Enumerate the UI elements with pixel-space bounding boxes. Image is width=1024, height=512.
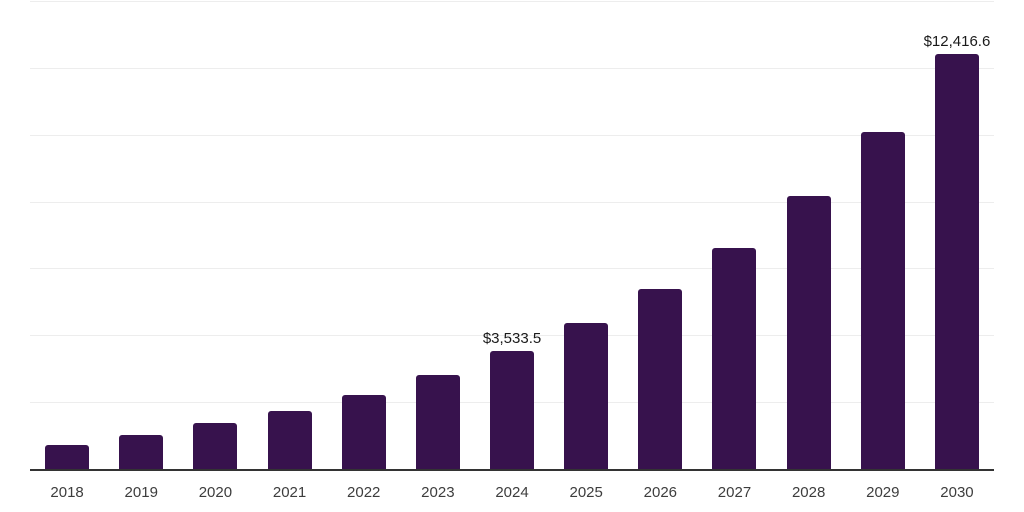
bar-slot-2021 <box>252 1 326 469</box>
bar-2019 <box>119 435 164 469</box>
bar-2026 <box>638 288 683 469</box>
bar-slot-2026 <box>623 1 697 469</box>
bar-slot-2022 <box>327 1 401 469</box>
gridline-10000 <box>30 134 994 136</box>
x-tick-label-2023: 2023 <box>421 484 455 501</box>
bar-2023 <box>415 374 460 469</box>
bar-value-label-2030: $12,416.6 <box>923 32 991 50</box>
bar-slot-2029 <box>846 1 920 469</box>
bars-row: $3,533.5 $12,416.6 <box>30 1 994 469</box>
bar-slot-2018 <box>30 1 104 469</box>
bar-2029 <box>860 132 905 469</box>
bar-2028 <box>786 195 831 469</box>
bar-2018 <box>45 445 90 469</box>
bar-2027 <box>712 247 757 469</box>
bar-2021 <box>267 410 312 469</box>
x-tick-label-2019: 2019 <box>124 484 158 501</box>
bar-slot-2028 <box>772 1 846 469</box>
bar-slot-2024: $3,533.5 <box>475 1 549 469</box>
bar-2022 <box>341 394 386 469</box>
bar-slot-2030: $12,416.6 <box>920 1 994 469</box>
bar-slot-2025 <box>549 1 623 469</box>
gridline-14000 <box>30 1 994 2</box>
gridline-4000 <box>30 335 994 337</box>
x-axis-labels: 2018 2019 2020 2021 2022 2023 2024 2025 2026 2027… <box>30 483 994 502</box>
gridline-8000 <box>30 201 994 203</box>
x-tick-label-2027: 2027 <box>717 484 752 501</box>
x-tick-label-2018: 2018 <box>50 484 84 501</box>
x-tick-label-2020: 2020 <box>198 484 233 501</box>
gridline-12000 <box>30 67 994 69</box>
bar-2025 <box>564 323 609 469</box>
x-tick-label-2021: 2021 <box>272 484 307 501</box>
bar-2030 <box>934 53 979 469</box>
x-tick-label-2022: 2022 <box>347 484 381 501</box>
x-tick-label-2030: 2030 <box>940 484 974 501</box>
x-tick-label-2028: 2028 <box>791 484 826 501</box>
bar-slot-2019 <box>104 1 178 469</box>
x-tick-label-2029: 2029 <box>866 484 900 501</box>
x-tick-label-2026: 2026 <box>643 484 678 501</box>
bar-value-label-2024: $3,533.5 <box>482 329 542 347</box>
bar-slot-2023 <box>401 1 475 469</box>
plot-area: $3,533.5 $12,416.6 <box>30 1 994 471</box>
bar-2020 <box>193 423 238 469</box>
bar-slot-2027 <box>697 1 771 469</box>
gridline-6000 <box>30 268 994 270</box>
bar-slot-2020 <box>178 1 252 469</box>
bar-2024 <box>490 350 535 469</box>
x-tick-label-2025: 2025 <box>569 484 603 501</box>
x-tick-label-2024: 2024 <box>495 484 529 501</box>
